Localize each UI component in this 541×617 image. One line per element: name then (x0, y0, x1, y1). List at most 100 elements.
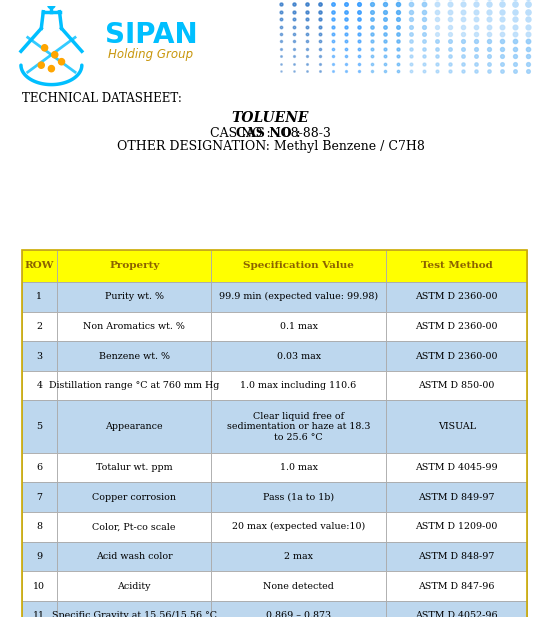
Bar (22, 400, 57, 453)
Bar (22, 571, 57, 601)
Text: 9: 9 (36, 552, 42, 561)
Bar (22, 282, 57, 312)
Text: 7: 7 (36, 493, 42, 502)
Text: CAS NO :: CAS NO : (236, 126, 305, 140)
Circle shape (58, 59, 64, 65)
Text: 10: 10 (34, 582, 45, 590)
Bar (22, 512, 57, 542)
Bar (57, 312, 212, 341)
Text: OTHER DESIGNATION: Methyl Benzene / C7H8: OTHER DESIGNATION: Methyl Benzene / C7H8 (116, 140, 425, 154)
Bar (57, 400, 212, 453)
Bar (22, 312, 57, 341)
Bar (386, 482, 527, 512)
Bar (57, 282, 212, 312)
Text: Test Method: Test Method (421, 262, 492, 270)
Text: Copper corrosion: Copper corrosion (92, 493, 176, 502)
Text: ROW: ROW (25, 262, 54, 270)
Text: ASTM D 2360-00: ASTM D 2360-00 (415, 292, 498, 301)
Text: Appearance: Appearance (105, 422, 163, 431)
Circle shape (48, 1, 55, 9)
Bar (212, 482, 386, 512)
Text: Property: Property (109, 262, 160, 270)
Bar (386, 250, 527, 282)
Text: 4: 4 (36, 381, 42, 390)
Bar (212, 601, 386, 617)
Bar (57, 453, 212, 482)
Bar (22, 542, 57, 571)
Text: ASTM D 847-96: ASTM D 847-96 (418, 582, 495, 590)
Bar (386, 571, 527, 601)
Text: SIPAN: SIPAN (105, 20, 198, 49)
Bar (22, 482, 57, 512)
Text: Specification Value: Specification Value (243, 262, 354, 270)
Text: VISUAL: VISUAL (438, 422, 476, 431)
Text: ASTM D 1209-00: ASTM D 1209-00 (415, 523, 498, 531)
Text: ASTM D 849-97: ASTM D 849-97 (418, 493, 495, 502)
Bar (22, 371, 57, 400)
Text: 0.1 max: 0.1 max (280, 322, 318, 331)
Text: Pass (1a to 1b): Pass (1a to 1b) (263, 493, 334, 502)
Bar (386, 512, 527, 542)
Text: ASTM D 2360-00: ASTM D 2360-00 (415, 352, 498, 360)
Circle shape (52, 52, 58, 58)
Bar (212, 282, 386, 312)
Bar (212, 453, 386, 482)
Text: 2: 2 (36, 322, 42, 331)
Text: Holding Group: Holding Group (108, 48, 193, 61)
Bar (22, 453, 57, 482)
Bar (22, 250, 57, 282)
Text: Non Aromatics wt. %: Non Aromatics wt. % (83, 322, 185, 331)
Bar (22, 601, 57, 617)
Bar (212, 250, 386, 282)
Text: ASTM D 2360-00: ASTM D 2360-00 (415, 322, 498, 331)
Text: 2 max: 2 max (284, 552, 313, 561)
Text: 0.869 – 0.873: 0.869 – 0.873 (266, 611, 331, 617)
Bar (386, 312, 527, 341)
Bar (57, 371, 212, 400)
Bar (386, 453, 527, 482)
Bar (212, 341, 386, 371)
Text: TOLUENE: TOLUENE (232, 112, 309, 125)
Text: Purity wt. %: Purity wt. % (105, 292, 164, 301)
Bar (386, 282, 527, 312)
Bar (386, 601, 527, 617)
Text: ASTM D 850-00: ASTM D 850-00 (419, 381, 495, 390)
Text: 8: 8 (36, 523, 42, 531)
Text: Color, Pt-co scale: Color, Pt-co scale (93, 523, 176, 531)
Text: Clear liquid free of
sedimentation or haze at 18.3
to 25.6 °C: Clear liquid free of sedimentation or ha… (227, 412, 371, 442)
Bar (57, 482, 212, 512)
Text: 1: 1 (36, 292, 42, 301)
Bar (22, 250, 527, 617)
Bar (57, 250, 212, 282)
Circle shape (48, 65, 55, 72)
Text: ASTM D 4045-99: ASTM D 4045-99 (415, 463, 498, 472)
Circle shape (38, 62, 44, 68)
Text: 3: 3 (36, 352, 42, 360)
Bar (212, 571, 386, 601)
Text: Acidity: Acidity (117, 582, 151, 590)
Bar (386, 371, 527, 400)
Bar (386, 341, 527, 371)
Text: 99.9 min (expected value: 99.98): 99.9 min (expected value: 99.98) (219, 292, 378, 301)
Text: None detected: None detected (263, 582, 334, 590)
Bar (57, 601, 212, 617)
Text: 0.03 max: 0.03 max (276, 352, 321, 360)
Text: 1.0 max including 110.6: 1.0 max including 110.6 (240, 381, 357, 390)
Bar (57, 542, 212, 571)
Bar (386, 542, 527, 571)
Text: 1.0 max: 1.0 max (280, 463, 318, 472)
Text: 20 max (expected value:10): 20 max (expected value:10) (232, 523, 365, 531)
Text: Distillation range °C at 760 mm Hg: Distillation range °C at 760 mm Hg (49, 381, 220, 390)
Text: 5: 5 (36, 422, 42, 431)
Text: ASTM D 848-97: ASTM D 848-97 (419, 552, 495, 561)
Bar (22, 341, 57, 371)
Text: CAS NO : 108-88-3: CAS NO : 108-88-3 (210, 126, 331, 140)
Circle shape (42, 44, 48, 51)
Bar (212, 542, 386, 571)
Bar (212, 312, 386, 341)
Bar (386, 400, 527, 453)
Bar (212, 371, 386, 400)
Bar (212, 512, 386, 542)
Bar (57, 512, 212, 542)
Text: ASTM D 4052-96: ASTM D 4052-96 (415, 611, 498, 617)
